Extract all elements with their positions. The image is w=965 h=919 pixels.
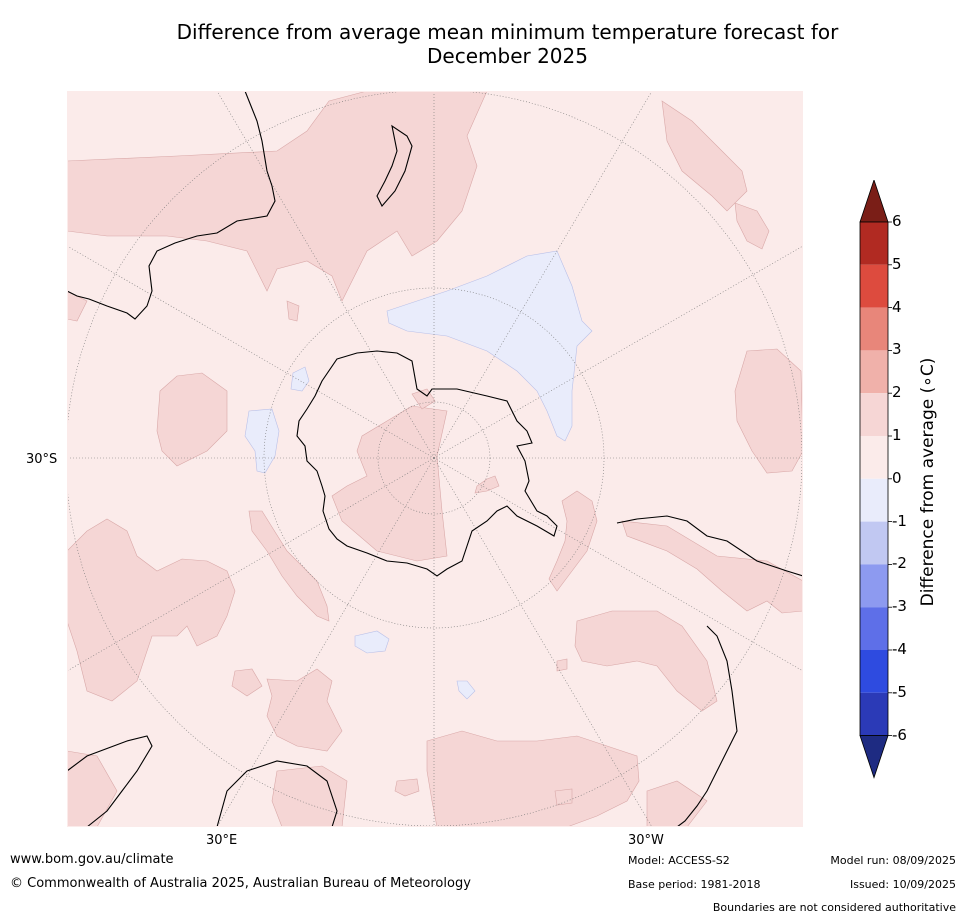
copyright-text: © Commonwealth of Australia 2025, Austra… — [10, 876, 471, 891]
issued-text: Issued: 10/09/2025 — [849, 878, 956, 891]
colorbar-band — [860, 692, 888, 736]
website-link[interactable]: www.bom.gov.au/climate — [10, 852, 174, 867]
africa-coast — [67, 735, 338, 827]
colorbar-tick-label: 0 — [892, 468, 902, 487]
polar-map — [67, 91, 803, 827]
map-title-line-2: December 2025 — [427, 44, 588, 68]
colorbar-band — [860, 393, 888, 436]
colorbar-tick-label: -3 — [892, 597, 907, 616]
colorbar-tick-label: 3 — [892, 340, 902, 359]
colorbar-tick-label: 6 — [892, 212, 902, 230]
colorbar-tick-label: 4 — [892, 297, 902, 316]
colorbar-band — [860, 436, 888, 479]
anomaly-minus1-to-0-regions — [244, 250, 593, 700]
model-run-text: Model run: 08/09/2025 — [830, 854, 956, 867]
colorbar-band — [860, 521, 888, 565]
australia-coast — [67, 91, 276, 320]
coastlines — [67, 91, 803, 827]
colorbar-band — [860, 564, 888, 608]
colorbar-tick-label: -5 — [892, 682, 907, 701]
colorbar-tick-label: -4 — [892, 640, 907, 658]
antarctica-coast — [296, 350, 558, 577]
new-zealand-coast — [376, 124, 413, 207]
colorbar — [856, 178, 896, 785]
colorbar-band — [860, 650, 888, 693]
colorbar-extend-min — [859, 735, 889, 779]
model-text: Model: ACCESS-S2 — [628, 854, 730, 867]
colorbar-tick-label: -1 — [892, 511, 907, 530]
colorbar-tick-label: -2 — [892, 554, 907, 573]
colorbar-title: Difference from average (∘C) — [918, 357, 938, 607]
colorbar-band — [860, 350, 888, 394]
colorbar-band — [860, 264, 888, 308]
map-title: Difference from average mean minimum tem… — [60, 20, 955, 68]
colorbar-extend-max — [859, 178, 889, 223]
disclaimer-text: Boundaries are not considered authoritat… — [712, 901, 956, 914]
colorbar-tick-label: 2 — [892, 383, 902, 402]
colorbar-band — [860, 222, 888, 265]
colorbar-band — [860, 307, 888, 351]
colorbar-tick-label: 1 — [892, 426, 902, 444]
colorbar-band — [860, 607, 888, 650]
latitude-label-30s: 30°S — [26, 452, 58, 467]
colorbar-tick-label: -6 — [892, 725, 907, 744]
colorbar-tick-label: 5 — [892, 254, 902, 273]
map-title-line-1: Difference from average mean minimum tem… — [176, 20, 839, 44]
base-period-text: Base period: 1981-2018 — [628, 878, 761, 891]
longitude-label-30w: 30°W — [628, 833, 664, 848]
anomaly-plus1-to-2-regions — [67, 91, 803, 827]
longitude-label-30e: 30°E — [206, 833, 238, 848]
colorbar-band — [860, 478, 888, 522]
south-america-coast — [616, 515, 803, 827]
